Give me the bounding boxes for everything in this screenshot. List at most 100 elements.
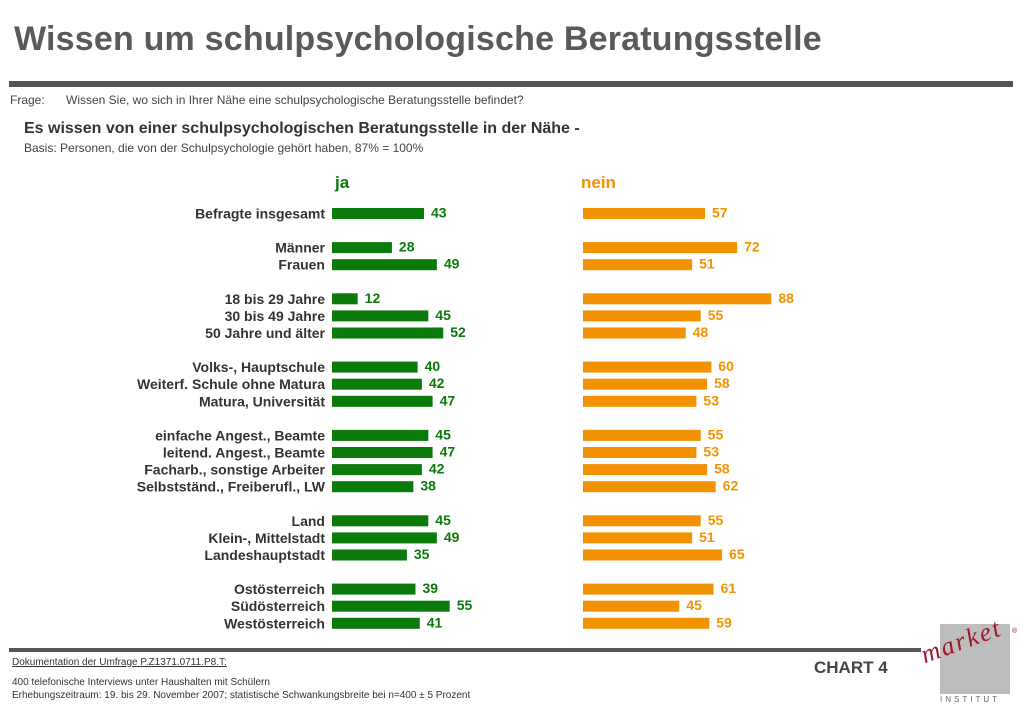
data-label-ja: 43: [431, 205, 447, 221]
bar-ja: [332, 310, 429, 322]
category-label: Volks-, Hauptschule: [192, 359, 325, 375]
data-label-nein: 51: [699, 256, 715, 272]
series-header-nein: nein: [581, 173, 616, 192]
data-label-ja: 39: [422, 580, 438, 596]
data-label-nein: 55: [708, 426, 724, 442]
data-label-ja: 42: [429, 375, 445, 391]
data-label-ja: 52: [450, 324, 466, 340]
series-header-ja: ja: [334, 173, 350, 192]
data-label-nein: 51: [699, 529, 715, 545]
data-label-nein: 88: [778, 290, 794, 306]
footnote-method: 400 telefonische Interviews unter Hausha…: [12, 677, 270, 688]
bar-ja: [332, 395, 433, 407]
data-label-ja: 47: [440, 392, 456, 408]
bar-ja: [332, 293, 358, 305]
bar-nein: [583, 395, 697, 407]
data-label-nein: 45: [686, 597, 702, 613]
data-label-nein: 55: [708, 512, 724, 528]
bar-nein: [583, 429, 701, 441]
bar-ja: [332, 242, 392, 254]
bar-ja: [332, 447, 433, 458]
bar-ja: [332, 549, 407, 561]
category-label: 50 Jahre und älter: [205, 325, 325, 341]
data-label-ja: 12: [365, 290, 381, 306]
category-label: Frauen: [278, 257, 325, 273]
bar-ja: [332, 208, 425, 219]
question-text: Wissen Sie, wo sich in Ihrer Nähe eine s…: [66, 93, 524, 107]
data-label-nein: 53: [703, 444, 719, 460]
bar-nein: [583, 293, 772, 305]
data-label-ja: 45: [435, 307, 451, 323]
bar-ja: [332, 327, 444, 339]
bar-nein: [583, 378, 708, 390]
logo-subtitle: INSTITUT: [940, 695, 1000, 704]
data-label-nein: 65: [729, 546, 745, 562]
bar-nein: [583, 327, 686, 339]
data-label-ja: 45: [435, 512, 451, 528]
bar-nein: [583, 464, 708, 476]
data-label-nein: 61: [721, 580, 737, 596]
category-label: einfache Angest., Beamte: [155, 427, 325, 443]
question-label: Frage:: [10, 93, 45, 107]
data-label-ja: 40: [425, 358, 441, 374]
data-label-nein: 62: [723, 478, 739, 494]
bar-ja: [332, 378, 422, 390]
bottom-divider: [9, 648, 921, 652]
category-label: Land: [292, 513, 325, 529]
data-label-nein: 53: [703, 392, 719, 408]
bar-ja: [332, 259, 437, 271]
bar-ja: [332, 515, 429, 527]
bar-nein: [583, 583, 714, 595]
page-title: Wissen um schulpsychologische Beratungss…: [14, 20, 822, 58]
category-label: Landeshauptstadt: [204, 547, 325, 563]
bar-ja: [332, 429, 429, 441]
category-label: Selbstständ., Freiberufl., LW: [137, 479, 326, 495]
category-label: Westösterreich: [224, 615, 325, 631]
bar-nein: [583, 208, 705, 219]
bar-nein: [583, 310, 701, 322]
category-label: Klein-, Mittelstadt: [208, 530, 325, 546]
data-label-ja: 49: [444, 256, 460, 272]
category-label: Facharb., sonstige Arbeiter: [144, 462, 325, 478]
chart-subtitle: Es wissen von einer schulpsychologischen…: [24, 120, 580, 137]
category-label: Männer: [275, 240, 325, 256]
category-label: Weiterf. Schule ohne Matura: [137, 376, 325, 392]
bar-ja: [332, 481, 414, 493]
data-label-nein: 72: [744, 239, 760, 255]
data-label-nein: 55: [708, 307, 724, 323]
bar-ja: [332, 361, 418, 373]
category-label: leitend. Angest., Beamte: [163, 445, 325, 461]
bar-nein: [583, 259, 693, 271]
bar-ja: [332, 600, 450, 612]
data-label-nein: 48: [693, 324, 709, 340]
data-label-nein: 58: [714, 375, 730, 391]
bar-nein: [583, 447, 697, 458]
bar-nein: [583, 532, 693, 544]
data-label-nein: 57: [712, 205, 728, 221]
category-label: 18 bis 29 Jahre: [225, 291, 326, 307]
bar-nein: [583, 549, 723, 561]
bar-chart: ja nein Befragte insgesamt 43 57 Männer 28 72 Fr…: [137, 173, 794, 631]
bar-ja: [332, 583, 416, 595]
data-label-ja: 47: [440, 444, 456, 460]
bar-ja: [332, 532, 437, 544]
question-block: Frage: Wissen Sie, wo sich in Ihrer Nähe…: [10, 93, 524, 107]
documentation-link[interactable]: Dokumentation der Umfrage P.Z1371.0711.P…: [12, 657, 227, 668]
bar-ja: [332, 617, 420, 629]
data-label-ja: 49: [444, 529, 460, 545]
data-label-nein: 59: [716, 614, 732, 630]
bar-nein: [583, 361, 712, 373]
category-label: Südösterreich: [231, 598, 325, 614]
category-label: Befragte insgesamt: [195, 206, 325, 222]
logo-background: [940, 624, 1010, 694]
bar-nein: [583, 242, 738, 254]
category-label: Matura, Universität: [199, 393, 325, 409]
footnote-period: Erhebungszeitraum: 19. bis 29. November …: [12, 690, 471, 701]
data-label-nein: 60: [718, 358, 734, 374]
bar-nein: [583, 617, 710, 629]
category-label: 30 bis 49 Jahre: [225, 308, 326, 324]
bar-nein: [583, 600, 680, 612]
data-label-ja: 42: [429, 461, 445, 477]
logo-registered-mark: ®: [1012, 628, 1018, 635]
chart-basis-note: Basis: Personen, die von der Schulpsycho…: [24, 141, 424, 155]
